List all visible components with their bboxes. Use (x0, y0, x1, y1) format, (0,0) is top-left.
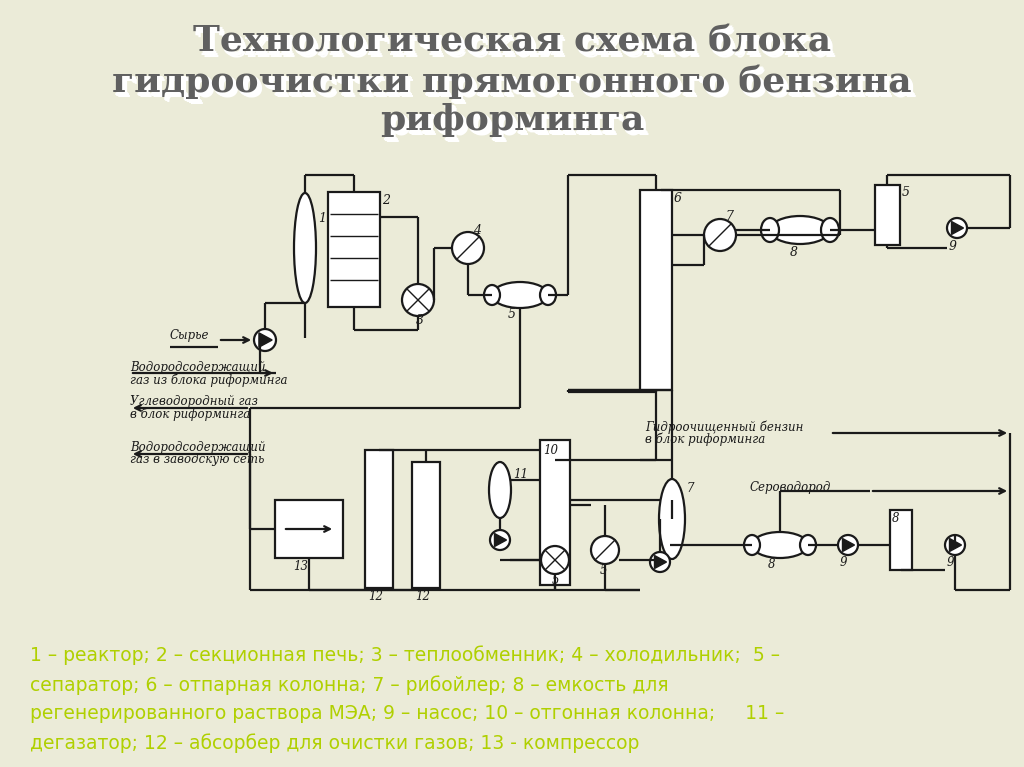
Text: 5: 5 (552, 574, 559, 587)
Ellipse shape (800, 535, 816, 555)
Text: 5: 5 (902, 186, 910, 199)
Circle shape (402, 284, 434, 316)
Circle shape (705, 219, 736, 251)
Text: Водородсодержащий: Водородсодержащий (130, 442, 265, 455)
Text: гидроочистки прямогонного бензина: гидроочистки прямогонного бензина (113, 64, 911, 99)
Ellipse shape (540, 285, 556, 305)
Text: гидроочистки прямогонного бензина: гидроочистки прямогонного бензина (117, 70, 916, 104)
Text: риформинга: риформинга (384, 107, 648, 141)
Circle shape (452, 232, 484, 264)
Text: 8: 8 (892, 512, 899, 525)
Text: 12: 12 (368, 590, 383, 603)
Ellipse shape (659, 479, 685, 559)
Text: 8: 8 (768, 558, 775, 571)
Ellipse shape (492, 282, 548, 308)
Text: гидроочистки прямогонного бензина: гидроочистки прямогонного бензина (115, 69, 914, 104)
Text: гидроочистки прямогонного бензина: гидроочистки прямогонного бензина (115, 67, 914, 101)
Polygon shape (495, 534, 507, 547)
Text: 1: 1 (318, 212, 326, 225)
Text: Сырье: Сырье (170, 328, 210, 341)
Text: Технологическая схема блока: Технологическая схема блока (197, 29, 835, 63)
Bar (328, 192, 380, 307)
Text: Технологическая схема блока: Технологическая схема блока (197, 28, 835, 62)
Text: Углеводородный газ: Углеводородный газ (130, 396, 258, 409)
Circle shape (945, 535, 965, 555)
Text: риформинга: риформинга (383, 107, 647, 141)
Circle shape (591, 536, 618, 564)
Text: Технологическая схема блока: Технологическая схема блока (196, 27, 835, 61)
Text: Технологическая схема блока: Технологическая схема блока (193, 25, 831, 59)
Text: риформинга: риформинга (384, 106, 648, 140)
Bar (412, 462, 440, 588)
Text: в блок риформинга: в блок риформинга (645, 433, 765, 446)
Bar (890, 510, 912, 570)
Text: риформинга: риформинга (380, 103, 644, 137)
Ellipse shape (484, 285, 500, 305)
Text: риформинга: риформинга (382, 106, 646, 140)
Polygon shape (843, 538, 854, 551)
Polygon shape (654, 555, 667, 568)
Bar (874, 185, 900, 245)
Circle shape (947, 218, 967, 238)
Text: 8: 8 (790, 245, 798, 258)
Text: 1 – реактор; 2 – секционная печь; 3 – теплообменник; 4 – холодильник;  5 –
сепар: 1 – реактор; 2 – секционная печь; 3 – те… (30, 645, 784, 753)
Text: 5: 5 (600, 564, 607, 577)
Text: гидроочистки прямогонного бензина: гидроочистки прямогонного бензина (116, 69, 915, 104)
Bar (540, 440, 570, 585)
Text: 10: 10 (543, 443, 558, 456)
Text: 7: 7 (725, 210, 733, 223)
Text: 7: 7 (687, 482, 694, 495)
Text: гидроочистки прямогонного бензина: гидроочистки прямогонного бензина (115, 67, 914, 102)
Text: в блок риформинга: в блок риформинга (130, 407, 250, 421)
Text: Водородсодержащий: Водородсодержащий (130, 360, 265, 374)
Ellipse shape (744, 535, 760, 555)
Circle shape (650, 552, 670, 572)
Text: 5: 5 (508, 308, 516, 321)
Text: газ из блока риформинга: газ из блока риформинга (130, 374, 288, 387)
Ellipse shape (294, 193, 316, 303)
Text: Технологическая схема блока: Технологическая схема блока (195, 28, 834, 62)
Text: Технологическая схема блока: Технологическая схема блока (198, 30, 836, 64)
Text: риформинга: риформинга (385, 108, 649, 142)
Text: Гидроочищенный бензин: Гидроочищенный бензин (645, 420, 804, 434)
Text: 13: 13 (293, 559, 308, 572)
Text: Сероводород: Сероводород (750, 480, 831, 493)
Text: 2: 2 (382, 193, 390, 206)
Text: 9: 9 (840, 557, 848, 570)
Text: риформинга: риформинга (383, 106, 647, 140)
Circle shape (490, 530, 510, 550)
Circle shape (541, 546, 569, 574)
Ellipse shape (761, 218, 779, 242)
Circle shape (838, 535, 858, 555)
Text: газ в заводскую сеть: газ в заводскую сеть (130, 453, 264, 466)
Text: гидроочистки прямогонного бензина: гидроочистки прямогонного бензина (115, 67, 913, 102)
Text: 12: 12 (415, 590, 430, 603)
Text: 9: 9 (949, 239, 957, 252)
Text: Технологическая схема блока: Технологическая схема блока (196, 29, 835, 63)
Bar (640, 190, 672, 390)
Text: 9: 9 (947, 557, 954, 570)
Bar (275, 500, 343, 558)
Text: риформинга: риформинга (383, 105, 647, 139)
Bar (365, 450, 393, 588)
Circle shape (254, 329, 276, 351)
Ellipse shape (821, 218, 839, 242)
Polygon shape (949, 538, 962, 551)
Ellipse shape (770, 216, 830, 244)
Ellipse shape (489, 462, 511, 518)
Ellipse shape (752, 532, 808, 558)
Polygon shape (951, 222, 964, 235)
Text: 4: 4 (473, 223, 481, 236)
Text: гидроочистки прямогонного бензина: гидроочистки прямогонного бензина (116, 67, 915, 102)
Text: 3: 3 (416, 314, 424, 327)
Polygon shape (259, 333, 272, 347)
Text: 6: 6 (674, 192, 682, 205)
Text: Технологическая схема блока: Технологическая схема блока (196, 28, 835, 62)
Text: 11: 11 (513, 469, 528, 482)
